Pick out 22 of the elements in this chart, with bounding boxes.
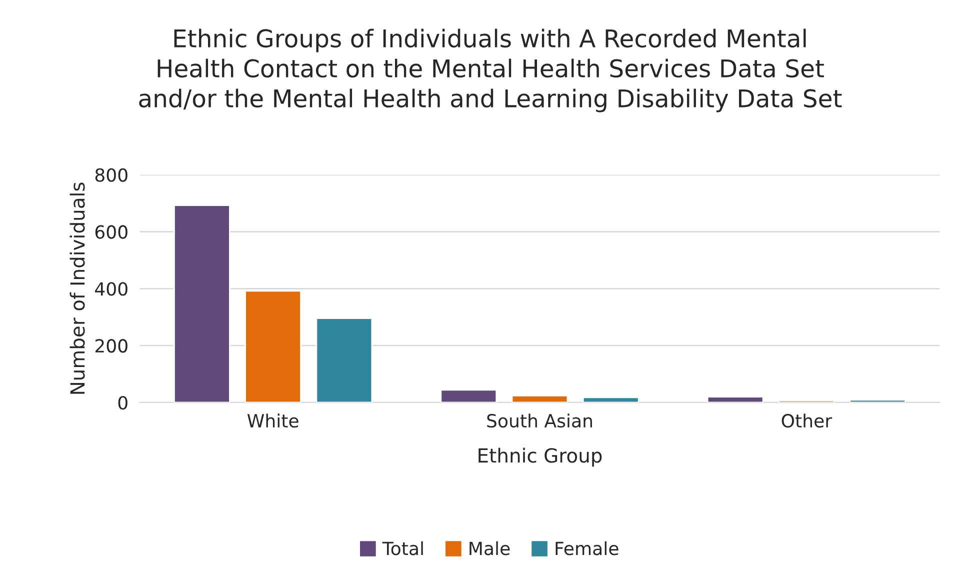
x-axis-title: Ethnic Group	[478, 448, 602, 467]
y-tick-label: 600	[95, 225, 128, 239]
x-tick-label: Other	[782, 414, 832, 428]
x-tick-label: South Asian	[487, 414, 592, 428]
bar	[582, 396, 640, 402]
bar	[174, 204, 230, 402]
bar	[440, 389, 498, 402]
bar	[706, 396, 764, 402]
y-tick-label: 0	[118, 396, 128, 410]
chart-title: Ethnic Groups of Individuals with A Recorded Mental Health Contact on the Mental Health Services Data Set and/or the Mental Health and Learning Disability Data Set	[139, 28, 842, 112]
bar	[244, 290, 302, 402]
legend-label: Male	[470, 541, 510, 556]
y-tick-label: 200	[95, 339, 128, 353]
bar	[511, 394, 568, 402]
bar	[849, 399, 906, 402]
y-axis-title: Number of Individuals	[70, 182, 85, 394]
y-tick-label: 800	[95, 168, 128, 182]
y-tick-label: 400	[95, 282, 128, 296]
bar	[316, 318, 373, 402]
x-tick-label: White	[247, 414, 298, 428]
legend-label: Total	[382, 541, 423, 556]
legend-label: Female	[556, 541, 618, 556]
